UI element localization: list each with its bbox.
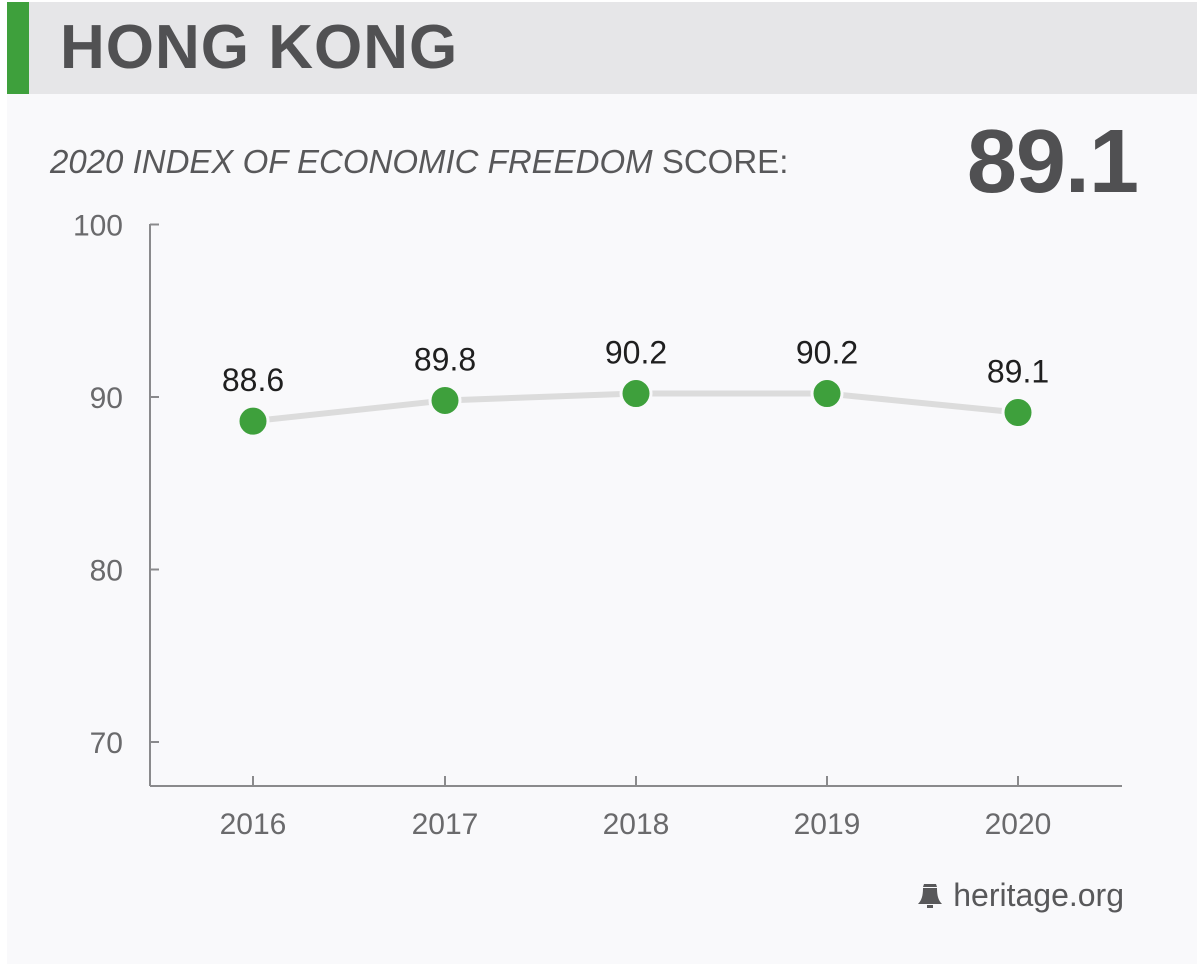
data-label: 89.8 [414,341,476,377]
overall-score: 89.1 [966,112,1139,212]
data-point [810,377,844,411]
data-points [236,377,1035,438]
x-tick-label: 2019 [794,808,861,841]
y-tick-label: 90 [90,382,123,415]
y-tick-label: 70 [90,727,123,760]
data-labels: 88.6 89.8 90.2 90.2 89.1 [222,335,1049,399]
page-title: HONG KONG [60,13,459,82]
data-point [236,404,270,438]
axes [149,223,1122,787]
data-label: 89.1 [987,354,1049,390]
x-tick-label: 2018 [603,808,670,841]
score-label: SCORE: [661,143,789,180]
header-band: HONG KONG [7,2,1197,94]
y-tick-label: 100 [73,210,123,243]
x-tick-label: 2016 [220,808,287,841]
data-point [619,377,653,411]
x-tick-label: 2020 [985,808,1052,841]
accent-bar [7,2,29,94]
footer-brand: heritage.org [917,875,1124,915]
data-label: 88.6 [222,362,284,398]
brand-text: heritage.org [953,877,1124,913]
chart-card: HONG KONG [7,2,1197,964]
data-point [428,383,462,417]
index-name: 2020 INDEX OF ECONOMIC FREEDOM [50,143,653,180]
data-point [1001,396,1035,430]
data-label: 90.2 [796,335,858,371]
tick-labels: 100 90 80 70 2016 2017 2018 2019 2020 [73,210,1051,842]
liberty-bell-icon [918,884,943,908]
x-tick-label: 2017 [412,808,479,841]
score-caption: 2020 INDEX OF ECONOMIC FREEDOM SCORE: [50,142,788,182]
data-label: 90.2 [605,335,667,371]
y-tick-label: 80 [90,555,123,588]
